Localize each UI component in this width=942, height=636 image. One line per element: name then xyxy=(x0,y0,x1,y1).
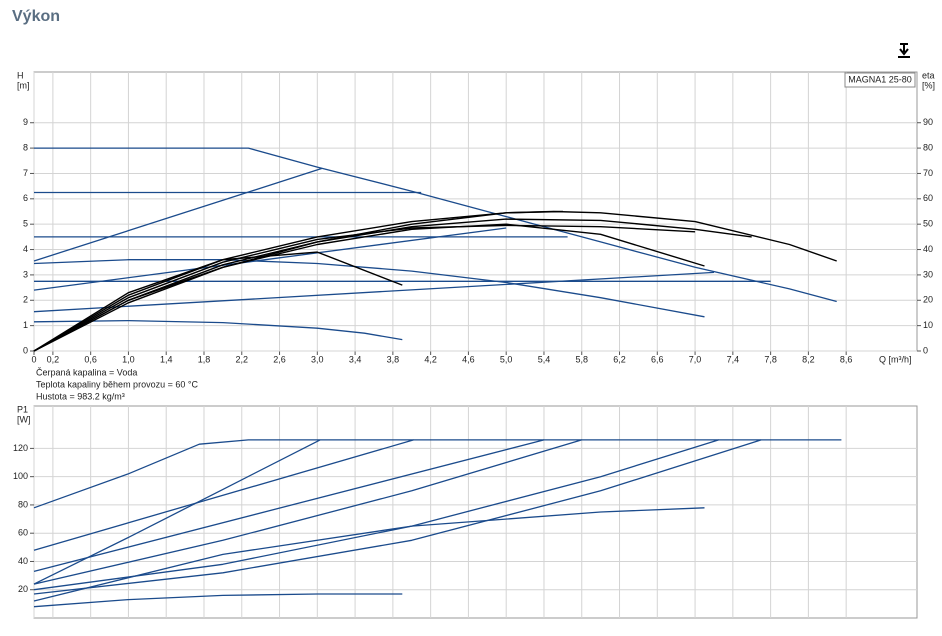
x-tick-label: 8,2 xyxy=(802,354,815,364)
annotation: MAGNA1 25-80 xyxy=(848,74,912,84)
y-tick-label: 5 xyxy=(23,219,28,229)
annotation-box xyxy=(844,72,916,88)
y-tick-label: 8 xyxy=(23,142,28,152)
curve xyxy=(33,439,545,573)
curve xyxy=(33,439,582,585)
y2-tick-label: 0 xyxy=(923,345,928,355)
y-axis-label: [m] xyxy=(17,80,30,90)
plot-area xyxy=(33,405,918,619)
y2-tick-label: 40 xyxy=(923,244,933,254)
efficiency-curve xyxy=(33,223,705,352)
download-icon xyxy=(899,43,909,56)
x-tick-label: 6,2 xyxy=(613,354,626,364)
x-tick-label: 1,0 xyxy=(122,354,135,364)
x-tick-label: 4,6 xyxy=(462,354,475,364)
curve xyxy=(33,439,762,595)
y-tick-label: 120 xyxy=(13,443,28,453)
download-button[interactable] xyxy=(898,43,910,58)
curve xyxy=(33,439,414,551)
y-axis-label: P1 xyxy=(17,404,28,414)
x-tick-label: 3,4 xyxy=(349,354,362,364)
y-tick-label: 40 xyxy=(18,556,28,566)
x-tick-label: 5,4 xyxy=(538,354,551,364)
y-tick-label: 2 xyxy=(23,295,28,305)
y-tick-label: 100 xyxy=(13,471,28,481)
x-tick-label: 2,6 xyxy=(273,354,286,364)
x-tick-label: 8,6 xyxy=(840,354,853,364)
y2-tick-label: 30 xyxy=(923,269,933,279)
y-tick-label: 6 xyxy=(23,193,28,203)
x-tick-label: 7,8 xyxy=(764,354,777,364)
x-tick-label: 0,6 xyxy=(84,354,97,364)
efficiency-curve xyxy=(33,210,563,352)
x-tick-label: 5,0 xyxy=(500,354,513,364)
curve xyxy=(33,439,321,585)
curve xyxy=(33,319,403,341)
y2-tick-label: 70 xyxy=(923,168,933,178)
x-tick-label: 0,2 xyxy=(47,354,60,364)
y2-tick-label: 20 xyxy=(923,295,933,305)
y-axis-label: H xyxy=(17,70,24,80)
efficiency-curve xyxy=(33,218,752,352)
y-tick-label: 0 xyxy=(23,345,28,355)
x-tick-label: 2,2 xyxy=(236,354,249,364)
x-axis-label: Q [m³/h] xyxy=(879,354,912,364)
y2-tick-label: 80 xyxy=(923,142,933,152)
x-tick-label: 3,0 xyxy=(311,354,324,364)
y2-axis-label: eta xyxy=(922,70,935,80)
page-title: Výkon xyxy=(12,8,60,25)
x-tick-label: 7,0 xyxy=(689,354,702,364)
curve xyxy=(33,167,323,262)
y2-tick-label: 10 xyxy=(923,320,933,330)
x-tick-label: 3,8 xyxy=(387,354,400,364)
x-tick-label: 1,8 xyxy=(198,354,211,364)
x-tick-label: 1,4 xyxy=(160,354,173,364)
x-tick-label: 0 xyxy=(31,354,36,364)
y-tick-label: 1 xyxy=(23,320,28,330)
y-tick-label: 60 xyxy=(18,528,28,538)
note: Teplota kapaliny během provozu = 60 °C xyxy=(36,379,198,389)
y-tick-label: 7 xyxy=(23,168,28,178)
efficiency-curve xyxy=(33,251,403,352)
y-tick-label: 20 xyxy=(18,584,28,594)
x-tick-label: 7,4 xyxy=(727,354,740,364)
curve xyxy=(33,271,715,313)
y-tick-label: 80 xyxy=(18,499,28,509)
x-tick-label: 6,6 xyxy=(651,354,664,364)
y2-tick-label: 90 xyxy=(923,117,933,127)
curve xyxy=(33,593,403,608)
x-tick-label: 5,8 xyxy=(575,354,588,364)
y-tick-label: 4 xyxy=(23,244,28,254)
y-axis-label: [W] xyxy=(17,414,31,424)
curve xyxy=(33,439,842,509)
y-tick-label: 9 xyxy=(23,117,28,127)
x-tick-label: 4,2 xyxy=(424,354,437,364)
note: Čerpaná kapalina = Voda xyxy=(36,367,137,377)
y2-tick-label: 50 xyxy=(923,219,933,229)
y2-axis-label: [%] xyxy=(922,80,935,90)
curve xyxy=(33,507,705,602)
curve xyxy=(33,227,507,291)
y-tick-label: 3 xyxy=(23,269,28,279)
note: Hustota = 983.2 kg/m³ xyxy=(36,391,125,401)
curve xyxy=(33,259,705,318)
y2-tick-label: 60 xyxy=(923,193,933,203)
